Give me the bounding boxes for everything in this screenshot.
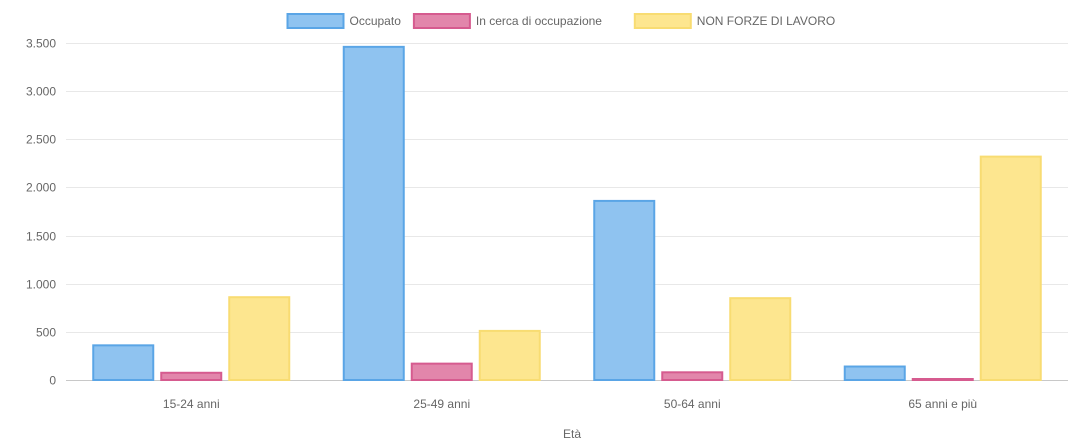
bar-non-forze-di-lavoro [979, 155, 1042, 381]
y-tick-label: 500 [36, 326, 56, 340]
bar-occupato [593, 199, 656, 381]
legend-label: NON FORZE DI LAVORO [697, 14, 835, 28]
legend-label: Occupato [350, 14, 402, 28]
x-tick-label: 25-49 anni [413, 397, 470, 411]
legend-swatch [286, 13, 345, 29]
bars [92, 45, 1042, 382]
bar-occupato [342, 45, 405, 381]
y-tick-label: 0 [49, 374, 56, 388]
y-tick-label: 3.000 [26, 85, 56, 99]
legend-label: In cerca di occupazione [476, 14, 602, 28]
legend-swatch [412, 13, 471, 29]
bar-in-cerca-di-occupazione [160, 371, 223, 381]
y-tick-label: 1.000 [26, 278, 56, 292]
x-axis-title: Età [563, 427, 581, 441]
y-tick-label: 3.500 [26, 37, 56, 51]
x-tick-label: 65 anni e più [908, 397, 977, 411]
bar-occupato [92, 344, 155, 381]
x-tick-label: 50-64 anni [664, 397, 721, 411]
chart-legend: Occupato In cerca di occupazione NON FORZE… [286, 13, 835, 29]
bar-in-cerca-di-occupazione [661, 371, 724, 382]
x-axis-ticks: 15-24 anni 25-49 anni 50-64 anni 65 anni e … [163, 397, 977, 411]
bar-non-forze-di-lavoro [478, 329, 541, 381]
bar-non-forze-di-lavoro [228, 296, 291, 381]
legend-item-non-forze-di-lavoro[interactable]: NON FORZE DI LAVORO [633, 13, 835, 29]
bar-occupato [843, 365, 906, 381]
y-tick-label: 1.500 [26, 230, 56, 244]
legend-item-occupato[interactable]: Occupato [286, 13, 402, 29]
bar-in-cerca-di-occupazione [410, 362, 473, 382]
legend-item-in-cerca-di-occupazione[interactable]: In cerca di occupazione [412, 13, 602, 29]
y-tick-label: 2.000 [26, 181, 56, 195]
bar-in-cerca-di-occupazione [911, 378, 974, 381]
grid-lines [66, 43, 1068, 381]
bar-non-forze-di-lavoro [729, 297, 792, 381]
y-axis-ticks: 0 500 1.000 1.500 2.000 2.500 3.000 3.500 [26, 37, 56, 388]
x-tick-label: 15-24 anni [163, 397, 220, 411]
y-tick-label: 2.500 [26, 133, 56, 147]
legend-swatch [633, 13, 692, 29]
